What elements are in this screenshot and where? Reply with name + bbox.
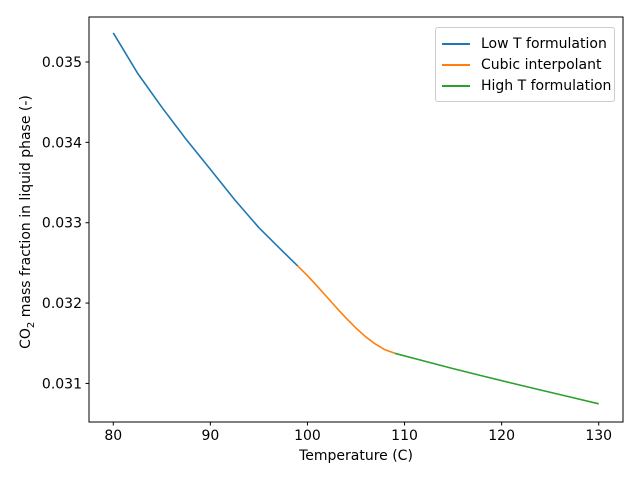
- legend: Low T formulation Cubic interpolant High T…: [435, 27, 615, 102]
- y-tick-label: 0.032: [42, 296, 82, 312]
- legend-line-swatch: [442, 42, 470, 45]
- x-tick-label: 120: [488, 428, 515, 444]
- y-axis-label: CO2 mass fraction in liquid phase (-): [15, 92, 37, 352]
- y-axis-label-suffix: mass fraction in liquid phase (-): [18, 95, 34, 322]
- legend-row: Low T formulation: [442, 33, 607, 54]
- legend-line-swatch: [442, 63, 470, 66]
- x-axis-label: Temperature (C): [299, 448, 413, 464]
- x-tick-label: 90: [201, 428, 219, 444]
- x-tick-label: 110: [391, 428, 418, 444]
- legend-label: Cubic interpolant: [481, 56, 602, 73]
- x-tick-label: 80: [104, 428, 122, 444]
- y-tick-label: 0.035: [42, 55, 82, 71]
- y-tick-label: 0.031: [42, 376, 82, 392]
- legend-label: High T formulation: [481, 77, 612, 94]
- y-tick-label: 0.033: [42, 216, 82, 232]
- legend-row: Cubic interpolant: [442, 54, 606, 75]
- series-line-2: [297, 265, 396, 355]
- y-axis-label-subscript: 2: [25, 321, 37, 329]
- y-axis-label-prefix: CO: [18, 328, 34, 349]
- y-tick-label: 0.034: [42, 135, 82, 151]
- series-line-3: [394, 352, 599, 405]
- series-line-1: [112, 32, 299, 267]
- axes-frame: [88, 16, 624, 423]
- legend-label: Low T formulation: [481, 35, 607, 52]
- legend-row: High T formulation: [442, 75, 611, 96]
- legend-line-swatch: [442, 84, 470, 87]
- x-tick-label: 130: [585, 428, 612, 444]
- x-tick-label: 100: [294, 428, 321, 444]
